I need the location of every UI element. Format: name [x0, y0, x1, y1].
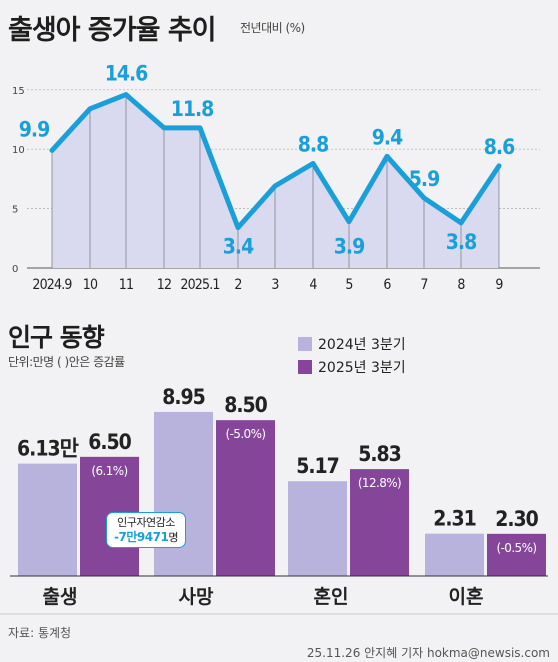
- y-tick-5: 5: [12, 205, 18, 216]
- point-label-4: 11.8: [171, 97, 214, 121]
- source-note: 자료: 통계청: [8, 626, 72, 640]
- point-label-7: 8.8: [298, 132, 328, 156]
- callout-value: -7만9471: [114, 530, 169, 544]
- bar-label-0-3: 2.31: [433, 507, 476, 531]
- point-label-12: 8.6: [484, 135, 515, 159]
- bar-change-0: (6.1%): [91, 464, 127, 478]
- bar-label-0-2: 5.17: [296, 454, 339, 478]
- unit-note: 단위:만명 ( )안은 증감률: [8, 355, 125, 369]
- category-label-2: 혼인: [314, 585, 349, 608]
- x-tick-0: 2024.9: [32, 277, 72, 293]
- bar-0-0: [18, 463, 77, 576]
- x-tick-5: 2: [234, 277, 241, 293]
- bar-label-1-2: 5.83: [358, 442, 401, 466]
- legend-swatch-2024: [298, 337, 312, 351]
- population-section-title: 인구 동향: [8, 323, 105, 352]
- x-tick-7: 4: [309, 277, 317, 293]
- point-label-0: 9.9: [19, 117, 49, 141]
- x-tick-2: 11: [119, 277, 133, 293]
- bar-0-1: [154, 411, 213, 576]
- chart-title: 출생아 증가율 추이: [8, 15, 217, 46]
- y-tick-0: 0: [12, 264, 18, 275]
- birth-growth-line-chart: 0 5 10 15 2024.9 10 11 12 2025.1 2 3 4 5 6 7 8 9 9.9 14.6 1…: [12, 62, 540, 293]
- bar-label-1-3: 2.30: [495, 507, 538, 531]
- point-label-11: 3.8: [446, 230, 476, 254]
- bar-0-2: [288, 481, 347, 576]
- legend-swatch-2025: [298, 360, 312, 374]
- chart-subtitle: 전년대비 (%): [240, 21, 305, 35]
- bar-1-3: [487, 533, 546, 576]
- x-tick-10: 7: [420, 277, 427, 293]
- point-label-9: 9.4: [372, 125, 403, 149]
- bar-change-1: (-5.0%): [226, 427, 266, 441]
- category-label-3: 이혼: [449, 585, 484, 608]
- legend-label-2025: 2025년 3분기: [318, 360, 406, 376]
- callout-label: 인구자연감소: [117, 516, 175, 529]
- legend-item-2024: 2024년 3분기: [298, 334, 406, 354]
- x-tick-8: 5: [345, 277, 352, 293]
- x-tick-12: 9: [495, 277, 503, 293]
- bar-label-0-0: 6.13만: [17, 437, 79, 461]
- x-tick-11: 8: [457, 277, 465, 293]
- bar-1-2: [350, 469, 409, 576]
- x-tick-4: 2025.1: [180, 277, 219, 293]
- point-label-2: 14.6: [105, 62, 148, 86]
- x-tick-6: 3: [271, 277, 278, 293]
- category-label-1: 사망: [179, 586, 214, 608]
- x-tick-9: 6: [383, 277, 391, 293]
- bar-change-3: (-0.5%): [497, 541, 537, 555]
- x-tick-3: 12: [157, 277, 171, 293]
- legend-label-2024: 2024년 3분기: [318, 337, 406, 353]
- bar-1-1: [216, 420, 275, 576]
- credit-line: 25.11.26 안지혜 기자 hokma@newsis.com: [306, 646, 550, 660]
- bar-label-1-1: 8.50: [224, 393, 267, 417]
- point-label-10: 5.9: [409, 167, 439, 191]
- callout-value-line: -7만9471명: [107, 530, 185, 545]
- natural-decrease-callout: 인구자연감소 -7만9471명: [106, 512, 186, 548]
- y-tick-10: 10: [12, 145, 25, 156]
- bar-label-0-1: 8.95: [162, 385, 205, 409]
- callout-unit: 명: [168, 531, 178, 544]
- point-label-5: 3.4: [223, 235, 254, 259]
- series-line: [49, 92, 502, 231]
- x-tick-1: 10: [83, 277, 98, 293]
- y-tick-15: 15: [12, 86, 25, 97]
- point-label-8: 3.9: [334, 235, 364, 259]
- category-label-0: 출생: [43, 586, 78, 608]
- bar-label-1-0: 6.50: [88, 430, 131, 454]
- bar-change-2: (12.8%): [358, 476, 401, 490]
- bar-0-3: [425, 533, 484, 576]
- legend-item-2025: 2025년 3분기: [298, 357, 406, 377]
